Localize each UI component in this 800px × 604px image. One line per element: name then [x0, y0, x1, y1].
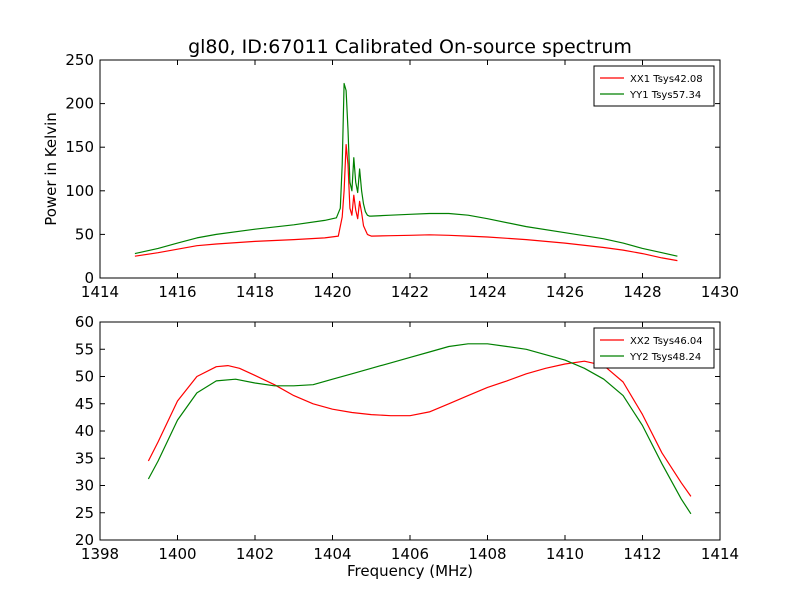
- y-tick-label: 100: [65, 182, 94, 200]
- x-tick-label: 1424: [468, 283, 506, 301]
- y-tick-label: 50: [75, 368, 94, 386]
- y-axis-label: Power in Kelvin: [42, 112, 60, 226]
- y-tick-label: 30: [75, 477, 94, 495]
- legend-entry: XX2 Tsys46.04: [630, 336, 703, 347]
- x-tick-label: 1400: [158, 545, 196, 563]
- legend-entry: XX1 Tsys42.08: [630, 74, 703, 85]
- x-tick-label: 1410: [546, 545, 584, 563]
- bottom-panel: 1398 1400 1402 1404 1406 1408 1410 1412 1414 20 25…: [75, 313, 739, 580]
- y-tick-label: 40: [75, 422, 94, 440]
- y-tick-label: 50: [75, 225, 94, 243]
- x-tick-label: 1428: [623, 283, 661, 301]
- y-tick-label: 20: [75, 531, 94, 549]
- y-tick-label: 200: [65, 95, 94, 113]
- x-tick-label: 1398: [81, 545, 119, 563]
- x-tick-label: 1414: [701, 545, 739, 563]
- top-panel: 1414 1416 1418 1420 1422 1424 1426 1428 1430 0 50 1…: [42, 51, 739, 301]
- x-tick-label: 1420: [313, 283, 351, 301]
- legend: XX2 Tsys46.04 YY2 Tsys48.24: [593, 327, 715, 369]
- y-tick-label: 35: [75, 449, 94, 467]
- x-tick-label: 1408: [468, 545, 506, 563]
- x-tick-label: 1418: [236, 283, 274, 301]
- x-tick-label: 1402: [236, 545, 274, 563]
- x-tick-label: 1406: [391, 545, 429, 563]
- y-tick-label: 150: [65, 138, 94, 156]
- y-tick-label: 60: [75, 313, 94, 331]
- x-tick-label: 1412: [623, 545, 661, 563]
- x-tick-label: 1414: [81, 283, 119, 301]
- x-tick-label: 1416: [158, 283, 196, 301]
- x-tick-label: 1426: [546, 283, 584, 301]
- chart-title: gl80, ID:67011 Calibrated On-source spec…: [188, 36, 632, 58]
- y-tick-label: 45: [75, 395, 94, 413]
- y-tick-label: 25: [75, 504, 94, 522]
- legend-box: [593, 65, 715, 107]
- x-tick-label: 1404: [313, 545, 351, 563]
- x-tick-label: 1430: [701, 283, 739, 301]
- legend-box: [593, 327, 715, 369]
- x-axis-label: Frequency (MHz): [347, 562, 473, 580]
- series-line-green: [147, 343, 692, 515]
- series-line-green: [134, 82, 678, 257]
- y-tick-label: 0: [84, 269, 94, 287]
- legend-entry: YY2 Tsys48.24: [629, 352, 701, 363]
- legend: XX1 Tsys42.08 YY1 Tsys57.34: [593, 65, 715, 107]
- series-line-red: [147, 360, 692, 497]
- x-tick-label: 1422: [391, 283, 429, 301]
- y-tick-label: 250: [65, 51, 94, 69]
- y-tick-label: 55: [75, 340, 94, 358]
- legend-entry: YY1 Tsys57.34: [629, 90, 701, 101]
- series-line-red: [134, 144, 678, 262]
